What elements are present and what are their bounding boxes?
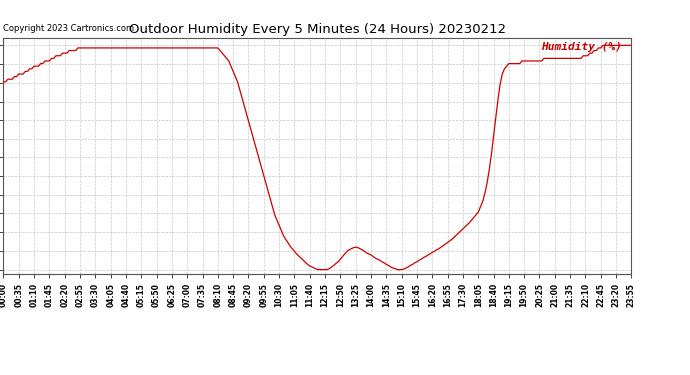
Text: Copyright 2023 Cartronics.com: Copyright 2023 Cartronics.com xyxy=(3,24,135,33)
Text: Humidity (%): Humidity (%) xyxy=(541,42,622,52)
Title: Outdoor Humidity Every 5 Minutes (24 Hours) 20230212: Outdoor Humidity Every 5 Minutes (24 Hou… xyxy=(129,23,506,36)
